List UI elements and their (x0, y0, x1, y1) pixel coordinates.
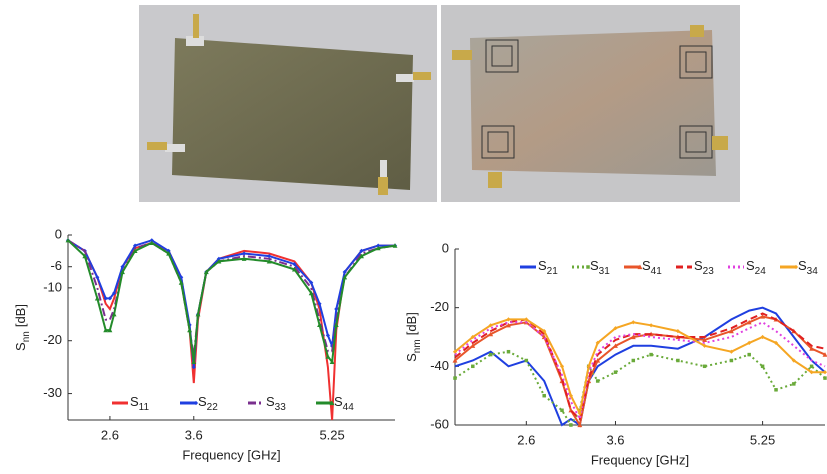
photo-top-view (139, 5, 437, 202)
y-label-unit: [dB] (404, 312, 419, 335)
x-axis-label: Frequency [GHz] (591, 452, 689, 467)
legend-label: S33 (266, 394, 286, 412)
legend-label: S22 (198, 394, 218, 412)
legend-label: S23 (694, 258, 714, 276)
series-line (452, 317, 827, 417)
y-axis-label: Snn [dB] (13, 304, 31, 351)
legend-label: S41 (642, 258, 662, 276)
x-tick-label: 2.6 (517, 432, 535, 447)
line-chart: 0 -20 -40 -60 2.6 3.6 5.25 Frequency [GHz] Snm [d… (404, 240, 827, 467)
y-label-symbol: S (404, 353, 419, 362)
y-tick-label: -40 (430, 358, 449, 373)
x-tick-label: 3.6 (606, 432, 624, 447)
legend-label: S21 (538, 258, 558, 276)
y-tick-label: -60 (430, 416, 449, 431)
y-label-subscript: nm (412, 339, 423, 353)
legend-label: S24 (746, 258, 766, 276)
y-tick-label: 0 (55, 226, 62, 241)
legend-label: S31 (590, 258, 610, 276)
x-tick-label: 5.25 (319, 427, 344, 442)
x-tick-label: 2.6 (101, 427, 119, 442)
y-tick-label: -20 (430, 299, 449, 314)
y-tick-label: -6 (50, 258, 62, 273)
legend-label: S11 (130, 394, 149, 412)
series-line (67, 239, 395, 421)
y-label-symbol: S (13, 342, 28, 351)
series-line (65, 237, 398, 365)
y-tick-label: -30 (43, 385, 62, 400)
series-line (453, 349, 827, 427)
x-tick-label: 3.6 (185, 427, 203, 442)
x-axis-label: Frequency [GHz] (182, 447, 280, 462)
line-chart: 0 -6 -10 -20 -30 2.6 3.6 5.25 Frequency [GHz] Snn… (13, 226, 398, 462)
photo-bottom-view (441, 5, 740, 202)
y-axis-label: Snm [dB] (404, 312, 422, 362)
y-tick-label: 0 (442, 240, 449, 255)
y-label-unit: [dB] (13, 304, 28, 327)
y-tick-label: -10 (43, 279, 62, 294)
series-line (452, 314, 827, 428)
legend-label: S34 (798, 258, 818, 276)
y-label-subscript: nn (21, 331, 32, 342)
y-tick-label: -20 (43, 332, 62, 347)
legend-label: S44 (334, 394, 354, 412)
x-tick-label: 5.25 (750, 432, 775, 447)
